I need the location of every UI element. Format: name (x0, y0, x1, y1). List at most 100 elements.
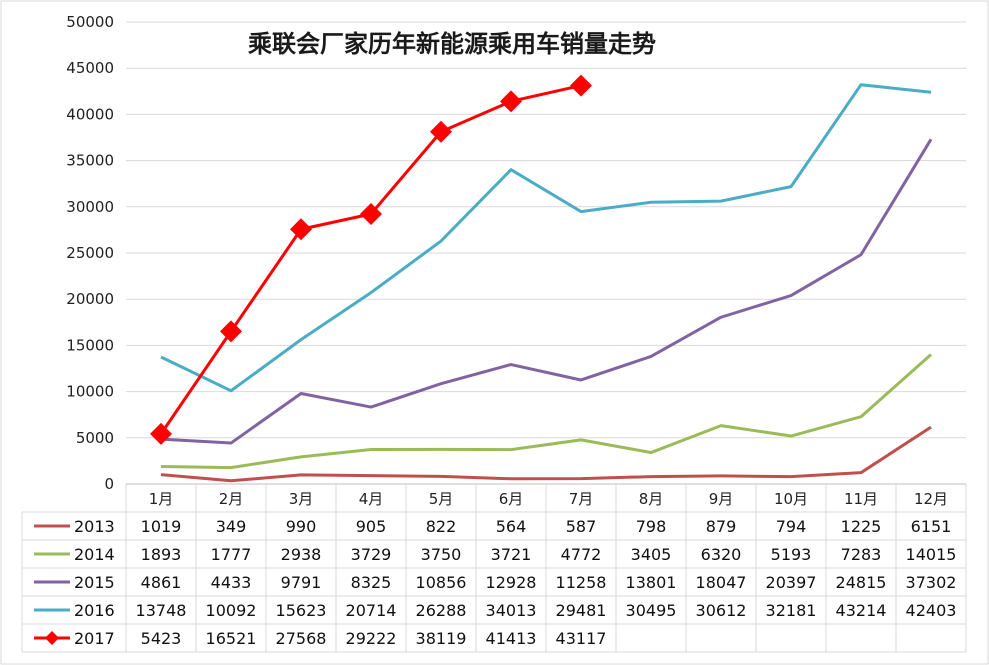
x-tick-label: 9月 (709, 490, 734, 508)
table-cell: 41413 (486, 629, 537, 648)
table-cell: 794 (776, 517, 807, 536)
table-cell: 43214 (836, 601, 887, 620)
table-cell: 9791 (281, 573, 322, 592)
data-table: 1月 2月 3月 4月 5月 6月 7月 8月 9月 10月 11月 12月 2013 1019 349 99… (21, 483, 967, 653)
table-cell: 12928 (486, 573, 537, 592)
x-tick-label: 6月 (499, 490, 524, 508)
table-cell: 3405 (631, 545, 672, 564)
table-cell: 16521 (206, 629, 257, 648)
table-cell: 29222 (346, 629, 397, 648)
y-tick-label: 25000 (66, 244, 114, 262)
data-point-2017 (500, 90, 522, 113)
table-cell: 3729 (351, 545, 392, 564)
table-cell: 30612 (696, 601, 747, 620)
table-cell: 905 (356, 517, 387, 536)
x-tick-label: 7月 (569, 490, 594, 508)
legend-label-2016: 2016 (74, 601, 115, 620)
table-cell: 38119 (416, 629, 467, 648)
y-tick-label: 40000 (66, 105, 114, 123)
table-cell: 32181 (766, 601, 817, 620)
table-cell: 13801 (626, 573, 677, 592)
x-tick-label: 8月 (639, 490, 664, 508)
y-tick-label: 30000 (66, 198, 114, 216)
table-cell: 34013 (486, 601, 537, 620)
table-cell: 1893 (141, 545, 182, 564)
table-cell: 798 (636, 517, 667, 536)
table-cell: 13748 (136, 601, 187, 620)
table-cell: 1019 (141, 517, 182, 536)
table-cell: 349 (216, 517, 247, 536)
series-line-2015 (160, 138, 933, 445)
series-line-2013 (160, 425, 932, 483)
table-cell: 26288 (416, 601, 467, 620)
data-point-2017 (290, 218, 312, 241)
table-cell: 42403 (906, 601, 957, 620)
table-cell: 43117 (556, 629, 607, 648)
table-cell: 1777 (211, 545, 252, 564)
table-cell: 2938 (281, 545, 322, 564)
y-tick-label: 20000 (66, 290, 114, 308)
table-cell: 29481 (556, 601, 607, 620)
table-cell: 30495 (626, 601, 677, 620)
x-tick-label: 3月 (289, 490, 314, 508)
series-line-2016 (160, 83, 932, 393)
x-tick-label: 2月 (219, 490, 244, 508)
table-cell: 6320 (701, 545, 742, 564)
data-point-2017 (220, 320, 242, 343)
table-cell: 18047 (696, 573, 747, 592)
legend-label-2017: 2017 (74, 629, 115, 648)
table-cell: 3721 (491, 545, 532, 564)
y-tick-label: 45000 (66, 59, 114, 77)
y-tick-label: 0 (104, 475, 114, 493)
series-line-2014 (160, 353, 932, 470)
table-cell: 5423 (141, 629, 182, 648)
data-point-2017 (150, 422, 172, 445)
legend-label-2014: 2014 (74, 545, 115, 564)
plot-area (150, 74, 933, 483)
table-cell: 37302 (906, 573, 957, 592)
y-axis: 0 5000 10000 15000 20000 25000 30000 35000 40000… (66, 13, 114, 493)
y-tick-label: 50000 (66, 13, 114, 31)
table-cell: 564 (496, 517, 527, 536)
table-cell: 587 (566, 517, 597, 536)
table-cell: 822 (426, 517, 457, 536)
legend-marker (45, 631, 59, 645)
x-tick-label: 1月 (149, 490, 174, 508)
table-cell: 4433 (211, 573, 252, 592)
legend-label-2015: 2015 (74, 573, 115, 592)
table-cell: 4861 (141, 573, 182, 592)
table-cell: 4772 (561, 545, 602, 564)
y-tick-label: 5000 (76, 429, 114, 447)
table-cell: 879 (706, 517, 737, 536)
x-tick-label: 4月 (359, 490, 384, 508)
data-point-2017 (430, 120, 452, 143)
y-tick-label: 35000 (66, 152, 114, 170)
table-cell: 1225 (841, 517, 882, 536)
table-cell: 15623 (276, 601, 327, 620)
y-tick-label: 10000 (66, 383, 114, 401)
table-cell: 20397 (766, 573, 817, 592)
table-cell: 11258 (556, 573, 607, 592)
y-tick-label: 15000 (66, 336, 114, 354)
table-cell: 20714 (346, 601, 397, 620)
table-cell: 24815 (836, 573, 887, 592)
chart-title: 乘联会厂家历年新能源乘用车销量走势 (247, 30, 656, 58)
legend-label-2013: 2013 (74, 517, 115, 536)
table-cell: 27568 (276, 629, 327, 648)
x-tick-label: 10月 (774, 490, 808, 508)
table-cell: 6151 (911, 517, 952, 536)
table-cell: 3750 (421, 545, 462, 564)
table-cell: 10856 (416, 573, 467, 592)
table-cell: 990 (286, 517, 317, 536)
x-tick-label: 12月 (914, 490, 948, 508)
table-cell: 10092 (206, 601, 257, 620)
x-tick-label: 5月 (429, 490, 454, 508)
x-tick-label: 11月 (844, 490, 878, 508)
gridlines (126, 21, 966, 439)
table-cell: 7283 (841, 545, 882, 564)
data-point-2017 (570, 74, 592, 97)
data-point-2017 (360, 202, 382, 225)
